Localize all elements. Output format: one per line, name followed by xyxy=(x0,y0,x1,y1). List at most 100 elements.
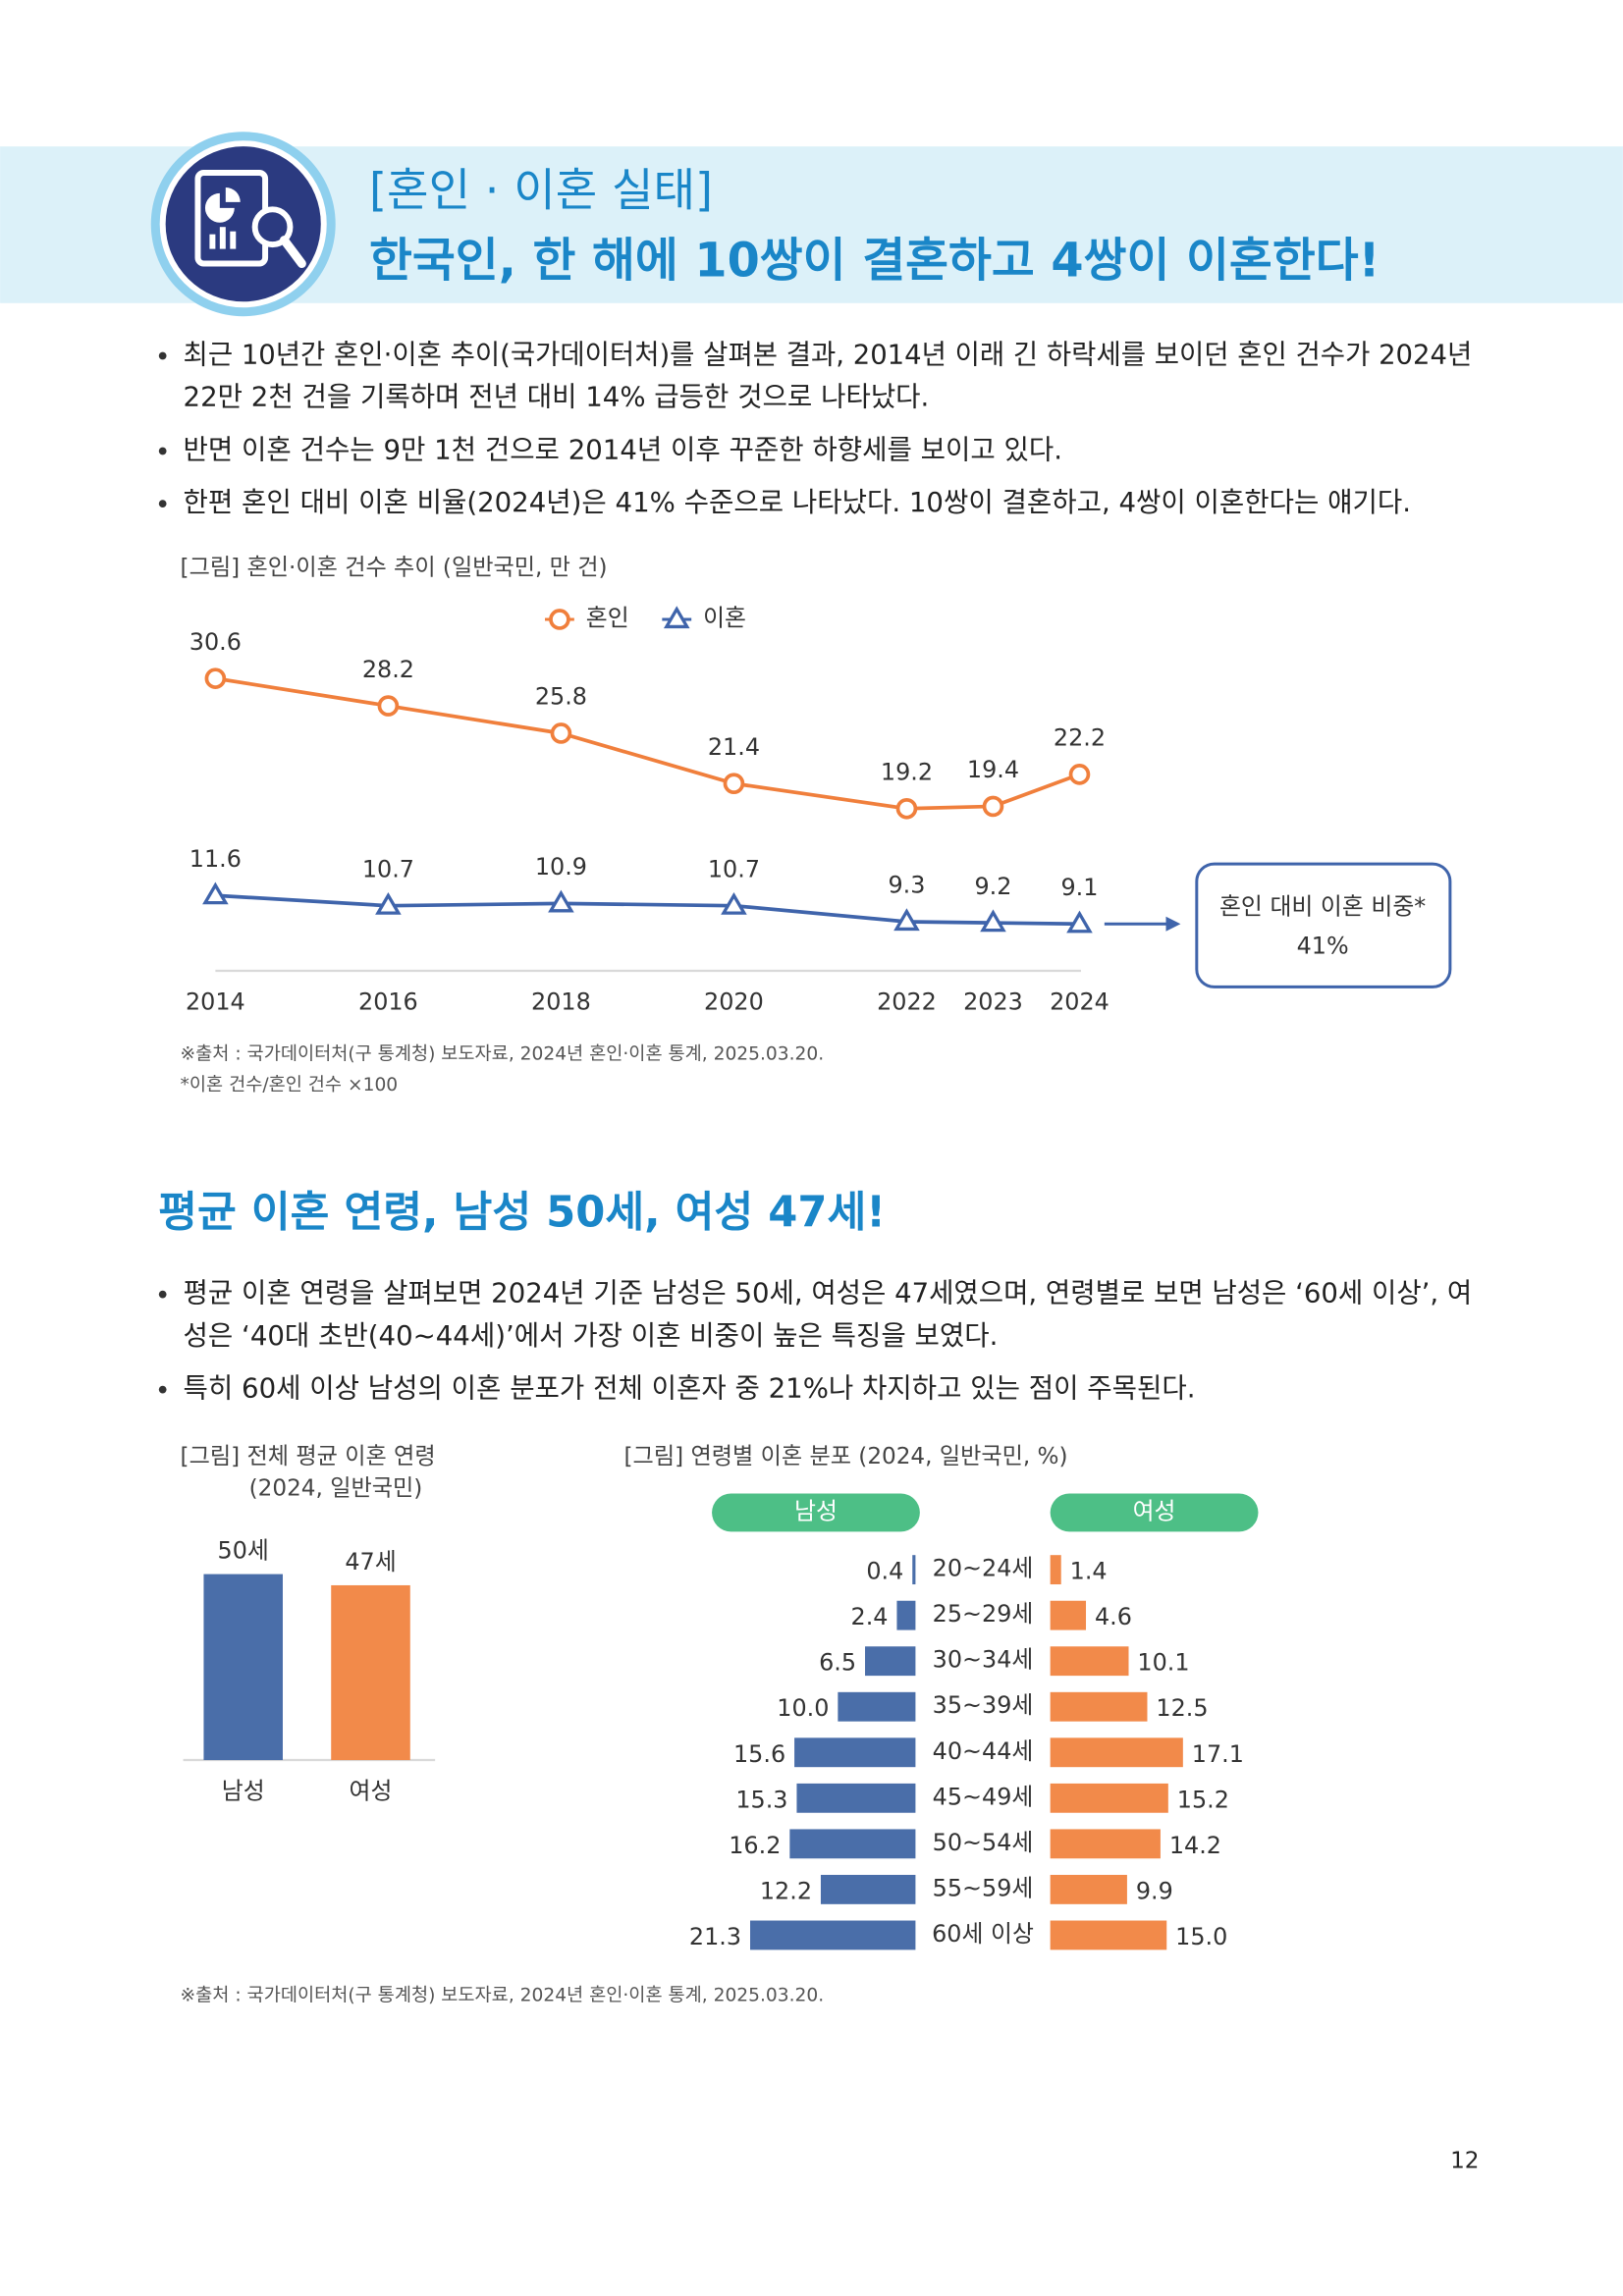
bar xyxy=(1050,1555,1061,1585)
legend-label: 이혼 xyxy=(703,604,746,631)
bar xyxy=(331,1584,410,1761)
data-label: 9.1 xyxy=(1061,874,1099,901)
data-label: 15.2 xyxy=(1177,1786,1229,1813)
category-label: 25~29세 xyxy=(933,1600,1034,1628)
data-label: 10.1 xyxy=(1137,1649,1189,1677)
page-number: 12 xyxy=(1450,2148,1479,2173)
bullet-text: 22만 2천 건을 기록하며 전년 대비 14% 급등한 것으로 나타났다. xyxy=(184,381,930,413)
data-label: 9.2 xyxy=(974,873,1011,900)
data-label: 9.3 xyxy=(888,872,925,899)
bar xyxy=(750,1920,916,1950)
bullet-text: 특히 60세 이상 남성의 이혼 분포가 전체 이혼자 중 21%나 차지하고 … xyxy=(184,1372,1196,1405)
bar xyxy=(1050,1874,1127,1904)
data-label: 21.4 xyxy=(708,733,760,761)
bullet-dot xyxy=(158,1385,167,1394)
bar xyxy=(1050,1600,1087,1630)
data-label: 21.3 xyxy=(689,1923,741,1950)
data-label: 2.4 xyxy=(851,1603,889,1630)
bar xyxy=(1050,1646,1129,1677)
legend-chip xyxy=(712,1493,920,1532)
bullet-dot xyxy=(158,1290,167,1299)
x-tick-label: 남성 xyxy=(222,1777,265,1804)
data-label: 17.1 xyxy=(1192,1740,1244,1768)
chart-title: [그림] 전체 평균 이혼 연령 xyxy=(181,1444,436,1469)
point xyxy=(204,667,227,689)
x-tick-label: 2016 xyxy=(358,988,418,1015)
bar xyxy=(1050,1737,1183,1768)
chart-title: (2024, 일반국민) xyxy=(249,1476,423,1502)
data-label: 10.7 xyxy=(708,855,760,882)
chart-title: [그림] 연령별 이혼 분포 (2024, 일반국민, %) xyxy=(624,1444,1068,1469)
arrow-head xyxy=(1165,916,1181,932)
point xyxy=(980,909,1006,933)
data-label: 28.2 xyxy=(362,656,414,683)
point xyxy=(723,773,745,794)
data-label: 16.2 xyxy=(729,1832,781,1859)
point xyxy=(895,797,918,820)
data-label: 19.4 xyxy=(967,756,1019,783)
x-tick-label: 2022 xyxy=(877,988,937,1015)
source-note: *이혼 건수/혼인 건수 ×100 xyxy=(181,1075,399,1095)
point xyxy=(893,908,920,932)
data-label: 10.0 xyxy=(777,1694,829,1722)
data-label: 30.6 xyxy=(189,628,242,656)
bullet-dot xyxy=(158,351,167,360)
section-title: 평균 이혼 연령, 남성 50세, 여성 47세! xyxy=(158,1189,886,1238)
legend-label: 남성 xyxy=(794,1497,838,1524)
data-label: 22.2 xyxy=(1054,724,1106,752)
x-tick-label: 2018 xyxy=(531,988,591,1015)
bar xyxy=(912,1555,916,1585)
data-label: 14.2 xyxy=(1169,1832,1221,1859)
bar xyxy=(896,1600,916,1630)
bar xyxy=(1050,1783,1168,1813)
bullet-text: 성은 ‘40대 초반(40~44세)’에서 가장 이혼 비중이 높은 특징을 보… xyxy=(184,1319,999,1352)
category-label: 45~49세 xyxy=(933,1783,1034,1810)
data-label: 9.9 xyxy=(1136,1877,1173,1904)
point xyxy=(550,722,572,744)
point xyxy=(548,889,574,913)
category-label: 55~59세 xyxy=(933,1874,1034,1901)
series-line xyxy=(215,893,1080,927)
point xyxy=(375,891,402,915)
data-label: 4.6 xyxy=(1095,1603,1132,1630)
data-label: 12.5 xyxy=(1156,1694,1208,1722)
point xyxy=(982,795,1004,818)
category-label: 40~44세 xyxy=(933,1737,1034,1765)
bullet-text: 평균 이혼 연령을 살펴보면 2024년 기준 남성은 50세, 여성은 47세… xyxy=(184,1277,1473,1309)
header-kicker: [혼인 · 이혼 실태] xyxy=(369,163,713,216)
annotation-box xyxy=(1195,862,1452,988)
x-tick-label: 2023 xyxy=(963,988,1023,1015)
point xyxy=(377,695,400,717)
annotation-text: 41% xyxy=(1297,933,1349,960)
bar xyxy=(1050,1691,1148,1722)
series-line xyxy=(215,676,1081,811)
x-tick-label: 2024 xyxy=(1050,988,1109,1015)
category-label: 50~54세 xyxy=(933,1829,1034,1856)
bullet-text: 한편 혼인 대비 이혼 비율(2024년)은 41% 수준으로 나타났다. 10… xyxy=(184,486,1412,518)
source-note: ※출처 : 국가데이터처(구 통계청) 보도자료, 2024년 혼인·이혼 통계… xyxy=(181,1044,825,1065)
point xyxy=(202,881,229,905)
x-tick-label: 2020 xyxy=(704,988,764,1015)
bar xyxy=(1050,1829,1161,1859)
legend-label: 혼인 xyxy=(586,604,629,631)
bullet-text: 최근 10년간 혼인·이혼 추이(국가데이터처)를 살펴본 결과, 2014년 … xyxy=(184,338,1473,370)
data-label: 0.4 xyxy=(866,1558,903,1585)
bar xyxy=(794,1737,916,1768)
chart-title: [그림] 혼인·이혼 건수 추이 (일반국민, 만 건) xyxy=(181,555,608,580)
data-label: 15.6 xyxy=(733,1740,785,1768)
bar xyxy=(203,1574,283,1761)
data-label: 50세 xyxy=(218,1537,269,1565)
legend-chip xyxy=(1050,1493,1259,1532)
x-tick-label: 여성 xyxy=(350,1777,393,1804)
data-label: 12.2 xyxy=(760,1877,812,1904)
legend-label: 여성 xyxy=(1133,1497,1176,1524)
annotation-text: 혼인 대비 이혼 비중* xyxy=(1219,892,1426,920)
data-label: 25.8 xyxy=(535,683,587,711)
bullet-dot xyxy=(158,500,167,508)
point xyxy=(1068,764,1091,785)
data-label: 10.9 xyxy=(535,853,587,881)
bar xyxy=(1050,1920,1167,1950)
legend-marker xyxy=(663,606,690,629)
data-label: 1.4 xyxy=(1070,1558,1108,1585)
